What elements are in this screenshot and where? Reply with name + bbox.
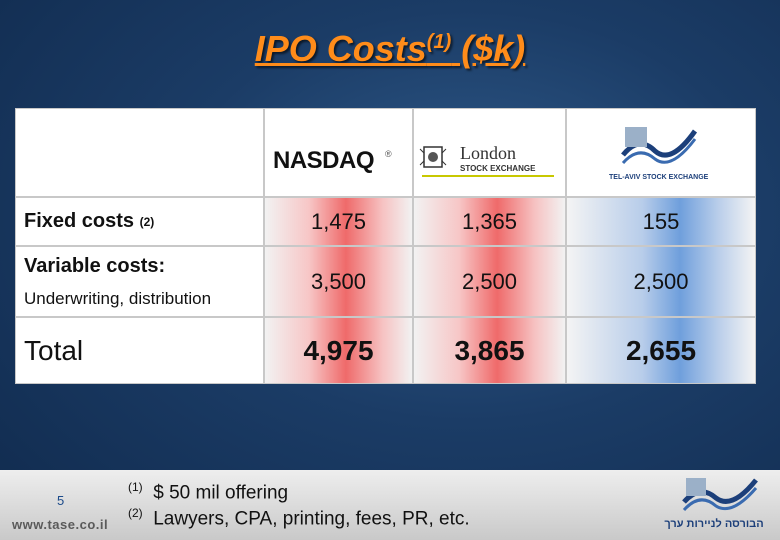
tase-footer-waves-icon: [682, 478, 758, 512]
fixed-costs-london: 1,365: [413, 197, 566, 246]
total-telaviv: 2,655: [566, 317, 756, 384]
page-number: 5: [57, 493, 65, 508]
footnote-1-mark: (1): [128, 480, 143, 494]
footnote-2-text: Lawyers, CPA, printing, fees, PR, etc.: [153, 508, 470, 530]
slide-title: IPO Costs(1) ($k): [0, 28, 780, 70]
total-label: Total: [15, 317, 264, 384]
nasdaq-logo-cell: NASDAQ ®: [264, 108, 413, 197]
tase-footer-logo: הבורסה לניירות ערך: [664, 476, 764, 536]
footnote-2-mark: (2): [128, 506, 143, 520]
london-logo-subtitle: STOCK EXCHANGE: [460, 164, 536, 173]
footer-bar: [0, 470, 780, 540]
website-link[interactable]: www.tase.co.il: [12, 517, 109, 532]
fixed-costs-nasdaq: 1,475: [264, 197, 413, 246]
variable-costs-label: Variable costs: Underwriting, distributi…: [15, 246, 264, 317]
variable-costs-nasdaq: 3,500: [264, 246, 413, 317]
total-nasdaq: 4,975: [264, 317, 413, 384]
footnote-1: (1) $ 50 mil offering: [128, 480, 288, 504]
variable-costs-text: Variable costs:: [24, 255, 166, 277]
variable-costs-telaviv: 2,500: [566, 246, 756, 317]
telaviv-logo-cell: TEL-AVIV STOCK EXCHANGE: [566, 108, 756, 197]
fixed-costs-telaviv: 155: [566, 197, 756, 246]
title-main: IPO Costs: [254, 28, 427, 69]
footnote-1-text: $ 50 mil offering: [153, 482, 289, 504]
variable-costs-london: 2,500: [413, 246, 566, 317]
nasdaq-logo: NASDAQ: [273, 147, 375, 174]
tase-hebrew-name: הבורסה לניירות ערך: [664, 518, 764, 530]
header-empty-cell: [15, 108, 264, 197]
telaviv-logo-text: TEL-AVIV STOCK EXCHANGE: [609, 174, 709, 181]
fixed-costs-text: Fixed costs: [24, 210, 135, 232]
london-logo-cell: London STOCK EXCHANGE: [413, 108, 566, 197]
london-logo-name: London: [460, 143, 516, 163]
title-unit: ($k): [451, 28, 526, 69]
london-crest-icon: [418, 143, 448, 171]
nasdaq-mark-icon: ®: [385, 149, 392, 159]
fixed-costs-footnote: (2): [139, 214, 155, 229]
total-london: 3,865: [413, 317, 566, 384]
footnote-2: (2) Lawyers, CPA, printing, fees, PR, et…: [128, 506, 470, 530]
title-footnote-mark: (1): [426, 31, 452, 53]
cost-table: NASDAQ ® London STOCK EXCHANGE TEL-AVIV …: [15, 108, 756, 384]
fixed-costs-label: Fixed costs (2): [15, 197, 264, 246]
variable-costs-sublabel: Underwriting, distribution: [24, 289, 212, 308]
tase-waves-icon: [619, 125, 699, 174]
london-logo-underline: [422, 175, 554, 177]
